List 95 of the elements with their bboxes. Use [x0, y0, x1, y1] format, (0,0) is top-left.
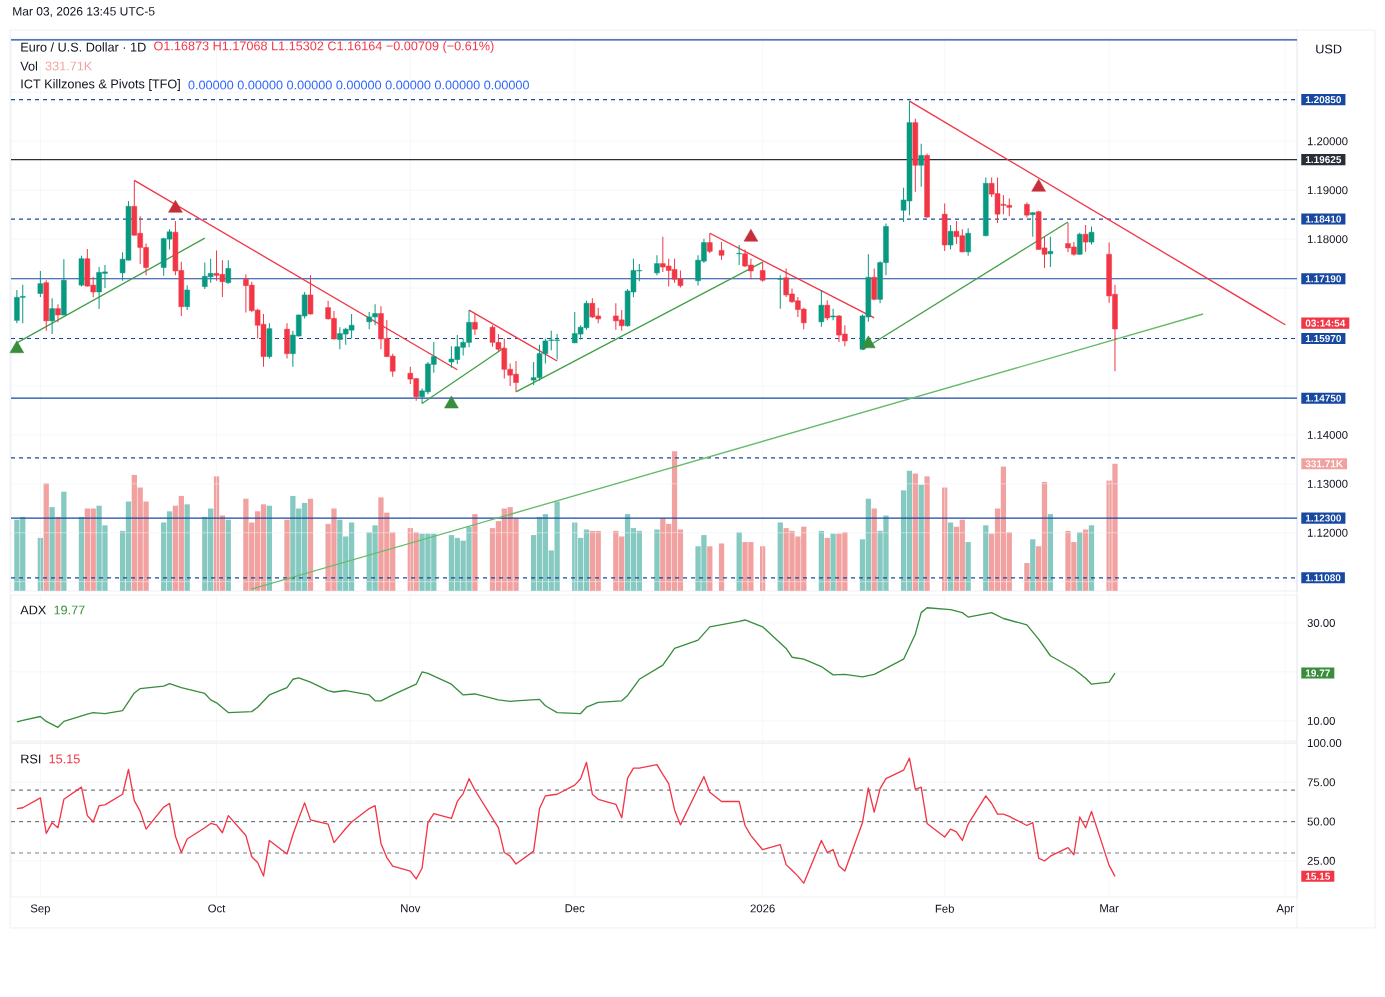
y-tick-label: 1.14000: [1307, 430, 1348, 439]
chart-subtitle: Mar 03, 2026 13:45 UTC-5: [13, 7, 155, 17]
y-tick-label: 75.00: [1307, 778, 1335, 787]
annotation: ICT Killzones & Pivots [TFO]: [21, 79, 180, 91]
candlestick: [818, 289, 825, 328]
bar: [830, 533, 836, 591]
candlestick: [1088, 225, 1095, 246]
x-tick-label: Oct: [208, 904, 226, 913]
y-tick-label: 100.00: [1307, 739, 1342, 748]
candlestick: [225, 259, 232, 285]
annotation: 0.00000 0.00000 0.00000 0.00000 0.00000 0.00000 0.00000: [188, 80, 529, 90]
point: [861, 335, 876, 349]
y-tick-label: 1.18000: [1307, 235, 1348, 244]
candlestick: [965, 227, 971, 257]
ref-line-label: 1.19625: [1305, 156, 1342, 164]
candlestick: [736, 244, 742, 266]
candlestick: [1082, 224, 1089, 253]
bar: [1024, 563, 1030, 591]
chart-title: Vol: [20, 61, 38, 71]
bar: [1088, 525, 1095, 591]
text: 331.71K: [1305, 460, 1343, 468]
bar: [654, 529, 660, 591]
ref-line-label: 1.11080: [1305, 574, 1341, 582]
text: USD: [1316, 44, 1342, 54]
ref-line-label: 1.20850: [1305, 96, 1342, 104]
x-tick-label: Mar: [1100, 904, 1119, 913]
bar: [1077, 532, 1083, 591]
x-tick-label: Nov: [401, 904, 421, 913]
text: ADX: [20, 605, 47, 615]
chart-title: Euro / U.S. Dollar · 1D: [21, 42, 146, 52]
point: [9, 340, 25, 354]
candlestick: [1047, 236, 1054, 268]
bar: [1082, 529, 1089, 591]
annotation: 15.15: [49, 754, 80, 764]
bar: [1030, 539, 1036, 591]
y-tick-label: 1.19000: [1307, 186, 1348, 195]
bar: [983, 525, 989, 591]
x-tick-label: Sep: [30, 904, 50, 915]
bar: [61, 491, 67, 591]
point: [743, 228, 759, 242]
bar: [777, 522, 783, 591]
bar: [924, 476, 930, 591]
bar: [472, 514, 478, 591]
candlestick: [49, 297, 55, 335]
candlestick: [1077, 232, 1083, 256]
candlestick: [947, 224, 954, 250]
text: 03:14:54: [1305, 319, 1346, 327]
x-tick-label: Feb: [935, 904, 954, 913]
bar: [55, 516, 61, 591]
point: [1031, 178, 1046, 192]
x-tick-label: Dec: [565, 904, 585, 913]
bar: [965, 542, 971, 591]
candlestick: [307, 274, 314, 315]
annotation: 331.71K: [45, 61, 93, 71]
y-tick-label: 25.00: [1307, 856, 1335, 865]
candlestick: [654, 254, 660, 276]
bar: [736, 532, 742, 591]
ref-line-label: 1.17190: [1305, 275, 1342, 283]
bar: [718, 543, 725, 591]
y-tick-label: 1.13000: [1307, 479, 1348, 488]
candlestick: [824, 299, 830, 321]
text: 15.15: [1305, 872, 1331, 880]
candlestick: [830, 308, 836, 321]
text: RSI: [21, 754, 41, 764]
x-tick-label: Apr: [1276, 904, 1294, 915]
candlestick: [1030, 211, 1036, 238]
line-series: [16, 607, 1116, 728]
point: [444, 395, 459, 409]
ref-line-label: 1.14750: [1305, 394, 1342, 402]
candlestick: [871, 268, 877, 301]
bar: [284, 519, 290, 591]
candlestick: [777, 274, 783, 310]
y-tick-label: 1.20000: [1307, 137, 1348, 146]
ref-line-label: 1.15970: [1305, 334, 1342, 343]
y-tick-label: 1.12000: [1307, 528, 1348, 537]
point: [168, 200, 183, 213]
bar: [824, 537, 830, 591]
bar: [49, 507, 55, 591]
candlestick: [37, 270, 44, 298]
bar: [707, 546, 713, 591]
candlestick: [184, 284, 190, 311]
candlestick: [918, 143, 924, 188]
bar: [947, 522, 954, 591]
text: 19.77: [1305, 669, 1330, 677]
candlestick: [472, 313, 478, 336]
ref-line-label: 1.12300: [1305, 514, 1342, 522]
y-tick-label: 30.00: [1307, 618, 1335, 627]
y-tick-label: 50.00: [1307, 817, 1335, 826]
annotation: 19.77: [54, 605, 85, 615]
candlestick: [759, 261, 766, 283]
candlestick: [55, 303, 61, 323]
x-tick-label: 2026: [750, 904, 775, 913]
ref-line-label: 1.18410: [1305, 215, 1342, 223]
annotation: O1.16873 H1.17068 L1.15302 C1.16164 −0.00709 (−0.61%): [154, 41, 494, 53]
y-tick-label: 10.00: [1307, 716, 1335, 725]
